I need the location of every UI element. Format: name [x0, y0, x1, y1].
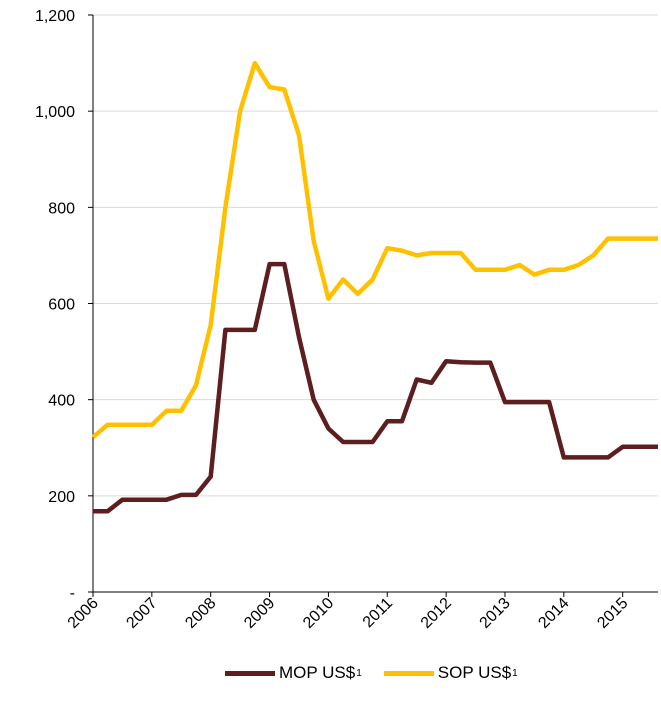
legend-superscript-mop: 1	[356, 667, 362, 679]
legend: MOP US$ 1 SOP US$ 1	[225, 658, 518, 688]
legend-superscript-sop: 1	[512, 667, 518, 679]
x-tick-label: 2008	[182, 595, 219, 632]
x-tick-label: 2013	[477, 595, 514, 632]
series-lines	[91, 60, 658, 514]
x-tick-label: 2014	[535, 595, 572, 632]
x-tick-labels: 2006 2007 2008 2009 2010 2011 2012 2013 2014 2015	[65, 595, 632, 632]
legend-label-mop: MOP US$	[279, 663, 356, 682]
y-tick-label: -	[70, 585, 75, 602]
y-tick-labels: - 200 400 600 800 1,000 1,200	[35, 8, 75, 602]
y-tick-label: 400	[48, 393, 75, 410]
x-tick-label: 2009	[241, 595, 278, 632]
x-tick-label: 2010	[300, 595, 337, 632]
legend-label-sop: SOP US$	[437, 663, 512, 682]
y-tick-label: 600	[48, 297, 75, 314]
series-line-mop	[93, 261, 658, 514]
gridlines	[93, 14, 658, 497]
x-tick-label: 2007	[123, 595, 160, 632]
axes	[88, 14, 658, 597]
legend-swatch-sop	[383, 670, 434, 676]
x-tick-label: 2015	[594, 595, 631, 632]
x-tick-label: 2011	[360, 595, 396, 631]
y-tick-label: 200	[48, 489, 75, 506]
y-tick-label: 1,200	[35, 8, 75, 25]
x-tick-label: 2012	[418, 595, 455, 632]
y-tick-label: 1,000	[35, 104, 75, 121]
legend-item-mop: MOP US$ 1	[225, 663, 362, 683]
series-line-sop	[91, 60, 658, 439]
legend-item-sop: SOP US$ 1	[383, 663, 518, 683]
y-tick-label: 800	[48, 200, 75, 217]
legend-swatch-mop	[225, 670, 275, 676]
